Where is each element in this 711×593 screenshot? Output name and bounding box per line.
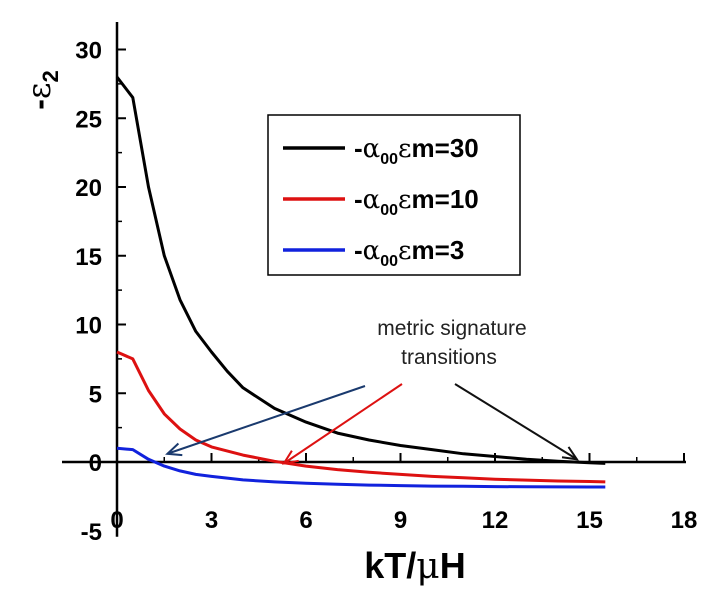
y-tick-label: 0 — [89, 450, 102, 477]
y-tick-label: 20 — [75, 175, 102, 202]
annotation: metric signature transitions — [165, 317, 579, 465]
x-tick-label: 18 — [671, 507, 698, 534]
annotation-arrowhead-3 — [561, 446, 579, 461]
x-axis-title: kT/μH — [364, 545, 465, 587]
legend: -α00εm=30 -α00εm=10 -α00εm=3 — [267, 114, 521, 276]
y-tick-label: -5 — [81, 519, 102, 546]
y-axis-title: -ε2 — [20, 70, 63, 109]
annotation-arrow-2 — [283, 383, 403, 465]
legend-label-3: -α00εm=3 — [354, 235, 464, 270]
x-tick-label: 9 — [394, 507, 407, 534]
annotation-line-1: metric signature — [377, 317, 526, 340]
x-tick-label: 12 — [482, 507, 509, 534]
y-tick-label: 25 — [75, 106, 102, 133]
legend-label-2: -α00εm=10 — [354, 184, 479, 219]
series-line-2 — [116, 350, 606, 484]
y-tick-label: 15 — [75, 244, 102, 271]
x-tick-label: 3 — [205, 507, 218, 534]
annotation-arrowhead-2 — [281, 450, 299, 465]
x-tick-label: 0 — [110, 507, 123, 534]
tick-labels: -5 0 5 10 15 20 25 30 0 3 6 9 12 15 18 — [75, 38, 697, 546]
legend-label-1: -α00εm=30 — [354, 133, 479, 168]
series-line-1 — [115, 76, 606, 465]
annotation-arrow-1 — [167, 385, 366, 455]
annotation-arrow-3 — [454, 383, 578, 461]
x-tick-label: 15 — [576, 507, 603, 534]
series-line-3 — [116, 446, 606, 489]
axes — [62, 22, 686, 537]
annotation-line-2: transitions — [401, 346, 497, 369]
annotation-arrowhead-1 — [165, 442, 183, 457]
y-tick-label: 5 — [89, 381, 102, 408]
x-tick-label: 6 — [299, 507, 312, 534]
y-tick-label: 10 — [75, 313, 102, 340]
series-lines — [115, 76, 606, 489]
y-tick-label: 30 — [75, 38, 102, 65]
